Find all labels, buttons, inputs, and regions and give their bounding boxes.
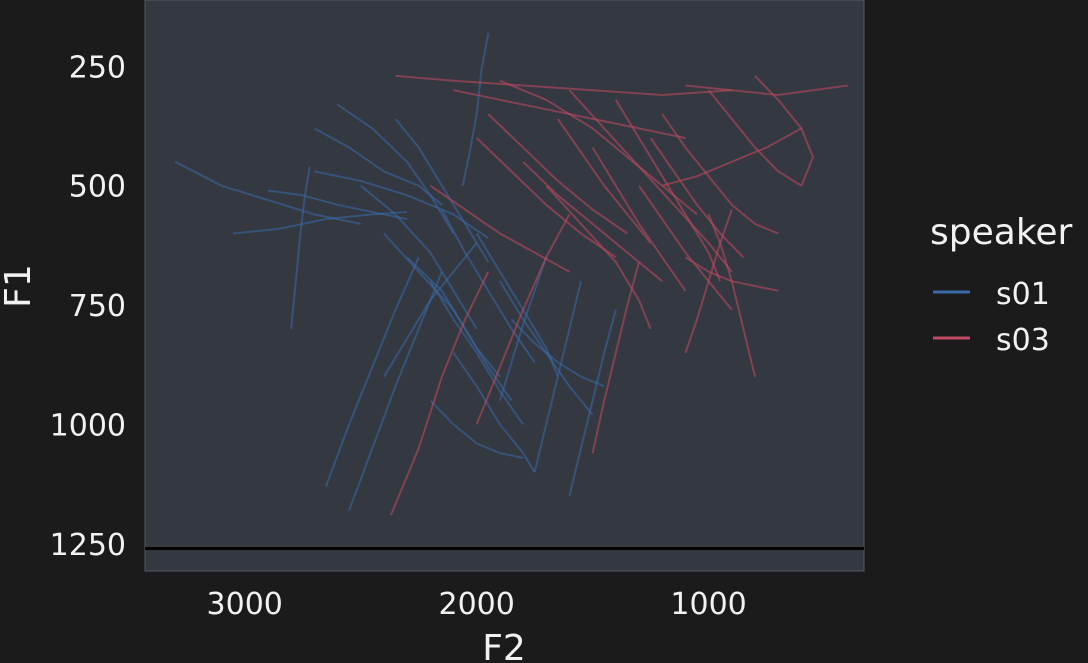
trajectory-s01-13 [324,256,420,487]
trajectory-s01-24 [461,32,490,186]
x-tick-label-1000: 1000 [670,587,746,622]
trajectory-s03-15 [591,261,640,454]
trajectory-s01-16 [533,280,582,473]
y-tick-label-750: 750 [69,289,126,324]
trajectory-layer [174,32,848,516]
legend: speaker s01 s03 [930,212,1073,358]
trajectory-s01-12 [348,271,443,511]
trajectory-s03-12 [638,185,733,311]
trajectory-s01-11 [452,352,536,473]
trajectory-s03-5 [661,113,779,235]
trajectory-s03-16 [684,209,733,354]
legend-label-s01: s01 [996,277,1050,312]
y-axis-ticks: 250 500 750 1000 1250 [50,50,126,562]
trajectory-s03-21 [429,184,570,273]
trajectory-s03-7 [754,75,814,187]
trajectory-s01-17 [568,309,617,497]
trajectory-s03-19 [661,127,802,187]
y-tick-label-500: 500 [69,170,126,205]
y-tick-label-250: 250 [69,50,126,85]
x-axis-ticks: 3000 2000 1000 [207,587,747,622]
trajectory-s01-4 [360,184,478,330]
trajectory-s03-23 [649,137,745,258]
y-tick-label-1250: 1250 [50,528,126,563]
legend-title: speaker [930,212,1073,253]
trajectory-s03-10 [476,137,617,259]
trajectory-s01-18 [267,189,408,221]
trajectory-s03-0 [395,74,732,96]
trajectory-s03-3 [568,89,733,273]
plot-panel [144,0,865,572]
trajectory-s01-22 [510,318,605,388]
x-tick-label-2000: 2000 [438,587,514,622]
trajectory-s03-9 [545,185,652,330]
trajectory-s01-20 [394,118,490,263]
trajectory-s03-14 [475,213,571,425]
trajectory-s03-24 [487,113,628,235]
y-tick-label-1000: 1000 [50,408,126,443]
trajectory-s01-0 [313,127,443,206]
trajectory-s01-23 [429,399,524,459]
trajectory-s03-6 [707,89,802,187]
trajectory-s03-18 [685,84,848,96]
trajectory-s01-21 [290,166,311,329]
trajectory-s03-4 [614,99,722,282]
x-axis-title: F2 [482,628,526,663]
trajectory-s01-1 [174,160,361,225]
trajectory-s01-7 [429,280,524,425]
legend-label-s03: s03 [996,323,1050,358]
trajectory-s03-11 [591,146,687,292]
trajectory-s03-20 [556,118,652,244]
trajectory-s03-13 [389,271,490,516]
trajectory-s03-22 [684,256,779,292]
x-tick-label-3000: 3000 [207,587,283,622]
trajectory-s01-15 [498,256,548,401]
trajectory-s03-2 [499,79,698,216]
trajectory-s01-14 [383,242,478,378]
y-axis-title: F1 [0,264,39,308]
